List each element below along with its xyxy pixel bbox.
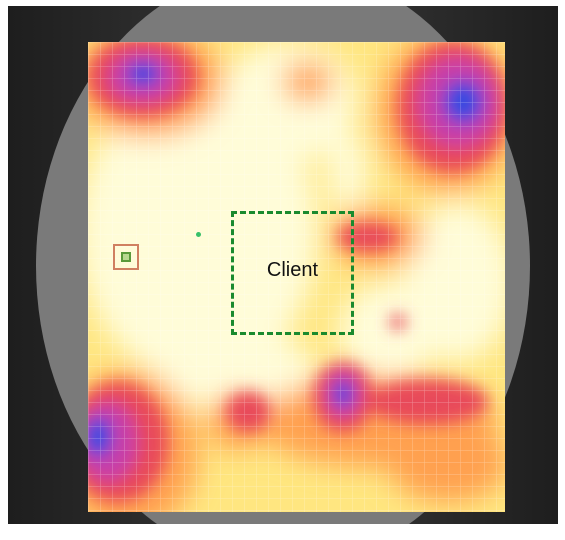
client-label: Client [266,258,319,281]
square-target-inner [121,252,131,262]
square-target-icon [113,244,139,270]
signal-heatmap [88,42,505,512]
client-area: Client [231,211,354,335]
dot-icon [196,232,201,237]
heatmap-viewport: Client [8,6,558,524]
